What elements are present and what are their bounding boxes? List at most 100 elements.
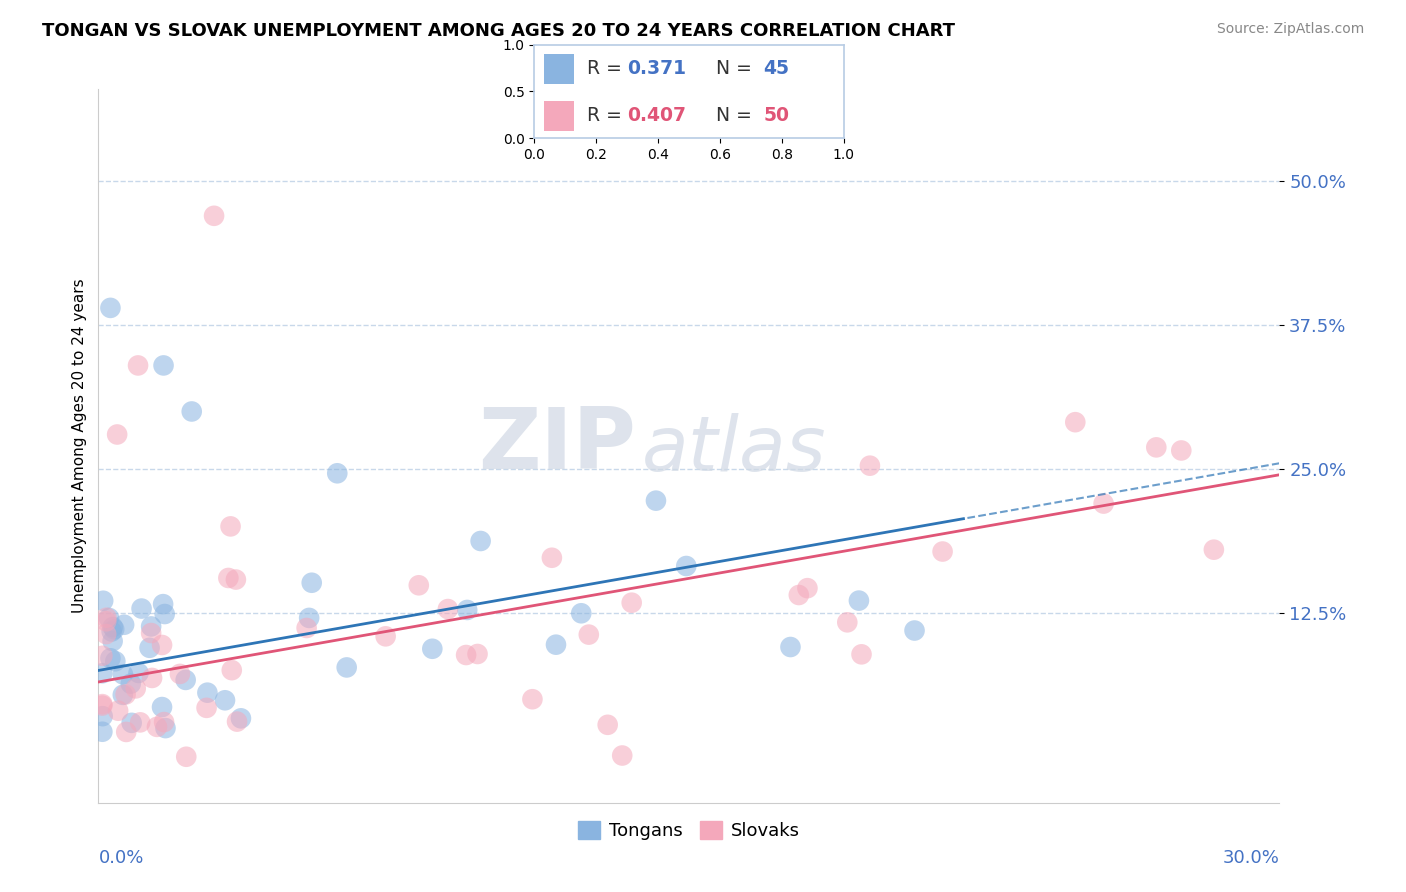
Point	[120, 676, 142, 690]
Point	[221, 663, 243, 677]
Point	[150, 700, 173, 714]
Point	[115, 725, 138, 739]
Point	[326, 467, 349, 481]
Point	[91, 593, 114, 607]
Text: 0.0%: 0.0%	[98, 849, 143, 867]
Point	[1202, 542, 1225, 557]
Point	[931, 544, 953, 558]
Point	[202, 209, 225, 223]
Point	[153, 607, 176, 621]
Point	[174, 673, 197, 687]
Point	[180, 404, 202, 418]
Point	[96, 627, 118, 641]
Point	[169, 666, 191, 681]
Point	[848, 593, 870, 607]
Point	[1064, 415, 1087, 429]
Point	[903, 624, 925, 638]
Point	[787, 588, 810, 602]
Point	[139, 619, 162, 633]
Point	[100, 624, 122, 639]
Text: ZIP: ZIP	[478, 404, 636, 488]
Point	[796, 581, 818, 595]
Point	[121, 715, 143, 730]
Point	[138, 640, 160, 655]
FancyBboxPatch shape	[544, 101, 575, 131]
Point	[91, 666, 114, 681]
Point	[152, 597, 174, 611]
FancyBboxPatch shape	[544, 54, 575, 84]
Text: N =: N =	[704, 106, 758, 125]
Text: 45: 45	[763, 60, 789, 78]
Point	[779, 640, 801, 654]
Point	[544, 638, 567, 652]
Text: N =: N =	[704, 60, 758, 78]
Point	[620, 596, 643, 610]
Point	[104, 654, 127, 668]
Point	[127, 359, 149, 373]
Point	[522, 692, 544, 706]
Text: 50: 50	[763, 106, 789, 125]
Point	[125, 681, 148, 696]
Point	[96, 611, 118, 625]
Legend: Tongans, Slovaks: Tongans, Slovaks	[571, 814, 807, 847]
Point	[1144, 441, 1167, 455]
Point	[103, 622, 125, 636]
Point	[225, 573, 247, 587]
Point	[408, 578, 430, 592]
Point	[112, 617, 135, 632]
Point	[467, 647, 489, 661]
Point	[645, 493, 668, 508]
Point	[596, 718, 619, 732]
Point	[217, 571, 239, 585]
Point	[91, 709, 114, 723]
Y-axis label: Unemployment Among Ages 20 to 24 years: Unemployment Among Ages 20 to 24 years	[72, 278, 87, 614]
Point	[1092, 497, 1115, 511]
Point	[420, 641, 443, 656]
Point	[470, 533, 492, 548]
Point	[195, 701, 218, 715]
Point	[101, 620, 124, 634]
Point	[301, 575, 323, 590]
Point	[1170, 443, 1192, 458]
Point	[174, 749, 197, 764]
Text: Source: ZipAtlas.com: Source: ZipAtlas.com	[1216, 22, 1364, 37]
Point	[152, 359, 174, 373]
Point	[91, 648, 114, 663]
Text: R =: R =	[586, 60, 627, 78]
Point	[456, 603, 478, 617]
Point	[91, 724, 114, 739]
Text: TONGAN VS SLOVAK UNEMPLOYMENT AMONG AGES 20 TO 24 YEARS CORRELATION CHART: TONGAN VS SLOVAK UNEMPLOYMENT AMONG AGES…	[42, 22, 955, 40]
Point	[859, 458, 882, 473]
Point	[197, 686, 219, 700]
Text: atlas: atlas	[641, 413, 827, 486]
Text: 30.0%: 30.0%	[1223, 849, 1279, 867]
Point	[851, 648, 873, 662]
Point	[111, 688, 134, 702]
Point	[298, 611, 321, 625]
Point	[229, 711, 252, 725]
Point	[219, 519, 242, 533]
Point	[128, 665, 150, 680]
Point	[141, 671, 163, 685]
Text: 0.407: 0.407	[627, 106, 686, 125]
Point	[837, 615, 859, 630]
Point	[100, 651, 122, 665]
Point	[146, 720, 169, 734]
Point	[437, 602, 460, 616]
Point	[101, 634, 124, 648]
Point	[91, 697, 114, 711]
Point	[569, 607, 592, 621]
Point	[295, 621, 318, 635]
Point	[578, 627, 600, 641]
Point	[612, 748, 634, 763]
Point	[98, 611, 121, 625]
Point	[153, 714, 176, 729]
Point	[374, 629, 396, 643]
Point	[114, 688, 136, 702]
Point	[139, 626, 162, 640]
Text: R =: R =	[586, 106, 627, 125]
Point	[100, 301, 122, 315]
Point	[675, 559, 697, 574]
Point	[96, 614, 118, 628]
Point	[129, 715, 152, 730]
